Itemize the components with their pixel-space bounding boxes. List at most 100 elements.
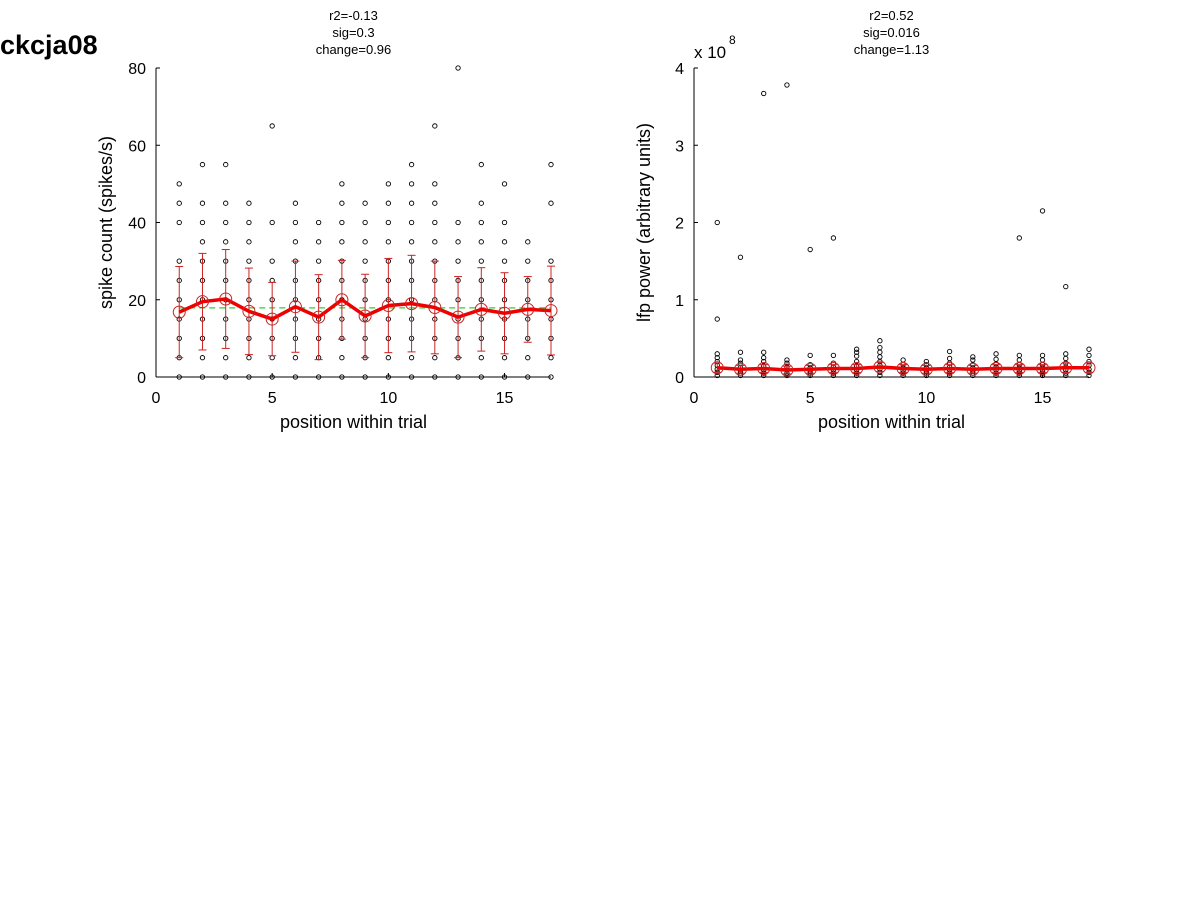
data-point — [432, 200, 438, 206]
data-point — [946, 372, 953, 379]
mean-marker — [919, 362, 933, 376]
data-point — [946, 355, 953, 362]
data-point — [246, 219, 252, 226]
y-tick-label: 4 — [675, 61, 684, 78]
data-point — [1039, 208, 1046, 214]
data-point — [199, 200, 206, 206]
stat-label: sig=0.016 — [863, 25, 920, 40]
data-point — [993, 372, 999, 379]
data-point — [292, 355, 299, 361]
data-point — [339, 181, 345, 187]
data-point — [432, 239, 438, 245]
data-point — [385, 200, 392, 206]
data-point — [315, 258, 322, 264]
data-point — [970, 357, 976, 363]
data-point — [292, 200, 299, 206]
mean-marker — [195, 295, 209, 309]
data-point — [784, 357, 790, 363]
data-point — [223, 355, 229, 361]
data-point — [478, 258, 484, 264]
data-point — [269, 219, 275, 226]
data-point — [176, 374, 182, 380]
data-point — [408, 374, 415, 380]
mean-marker — [381, 299, 395, 313]
data-point — [339, 239, 345, 245]
mean-marker — [1082, 361, 1096, 375]
data-point — [784, 360, 790, 366]
data-point — [970, 354, 976, 360]
data-point — [223, 200, 229, 206]
stat-label: r2=-0.13 — [329, 8, 378, 23]
data-point — [455, 239, 461, 245]
x-tick-label: 10 — [379, 390, 397, 407]
data-point — [993, 351, 999, 357]
mean-marker — [943, 362, 957, 376]
mean-marker — [873, 360, 887, 374]
data-point — [385, 374, 392, 380]
data-point — [525, 355, 531, 361]
data-point — [853, 372, 860, 379]
data-point — [714, 351, 720, 357]
x-axis-label: position within trial — [280, 412, 427, 432]
data-point — [339, 219, 345, 226]
mean-marker — [358, 309, 372, 323]
data-point — [548, 161, 554, 168]
data-point — [385, 181, 392, 187]
data-point — [993, 356, 999, 362]
data-point — [455, 374, 461, 380]
y-tick-label: 20 — [128, 293, 146, 310]
data-point — [761, 358, 767, 365]
data-point — [223, 239, 229, 245]
mean-marker — [265, 312, 279, 326]
data-point — [525, 374, 531, 380]
data-point — [1016, 357, 1022, 363]
data-point — [830, 352, 837, 359]
y-tick-label: 0 — [137, 370, 146, 387]
data-point — [900, 357, 906, 363]
data-point — [315, 239, 322, 245]
data-point — [432, 123, 438, 129]
data-point — [478, 355, 484, 361]
data-point — [246, 374, 252, 380]
mean-marker — [335, 293, 349, 307]
stat-label: change=0.96 — [316, 42, 392, 57]
data-point — [478, 219, 484, 226]
data-point — [525, 239, 531, 245]
data-point — [269, 258, 275, 264]
data-point — [1039, 357, 1046, 363]
mean-marker — [757, 362, 771, 376]
data-point — [223, 219, 229, 226]
mean-marker — [172, 305, 186, 319]
axis-multiplier: x 10 — [694, 43, 726, 62]
mean-marker — [451, 310, 465, 324]
stat-label: sig=0.3 — [332, 25, 374, 40]
data-point — [714, 219, 720, 226]
data-point — [548, 200, 554, 206]
data-point — [784, 82, 790, 88]
data-point — [455, 219, 461, 226]
data-point — [385, 219, 392, 226]
data-point — [877, 344, 883, 351]
data-point — [478, 374, 484, 380]
mean-marker — [780, 363, 794, 377]
x-tick-label: 0 — [690, 390, 699, 407]
x-tick-label: 5 — [268, 390, 277, 407]
data-point — [385, 239, 392, 245]
data-point — [830, 235, 837, 241]
mean-marker — [428, 300, 442, 314]
y-tick-label: 3 — [675, 138, 684, 155]
axis-multiplier-exponent: 8 — [729, 33, 736, 47]
data-point — [455, 65, 461, 71]
data-point — [362, 258, 368, 264]
data-point — [176, 200, 182, 206]
data-point — [548, 355, 554, 361]
data-point — [1063, 355, 1069, 362]
data-point — [385, 355, 392, 361]
data-point — [315, 374, 322, 380]
data-point — [501, 239, 508, 245]
data-point — [199, 219, 206, 226]
data-point — [176, 219, 182, 226]
data-point — [1063, 351, 1069, 357]
data-point — [362, 219, 368, 226]
